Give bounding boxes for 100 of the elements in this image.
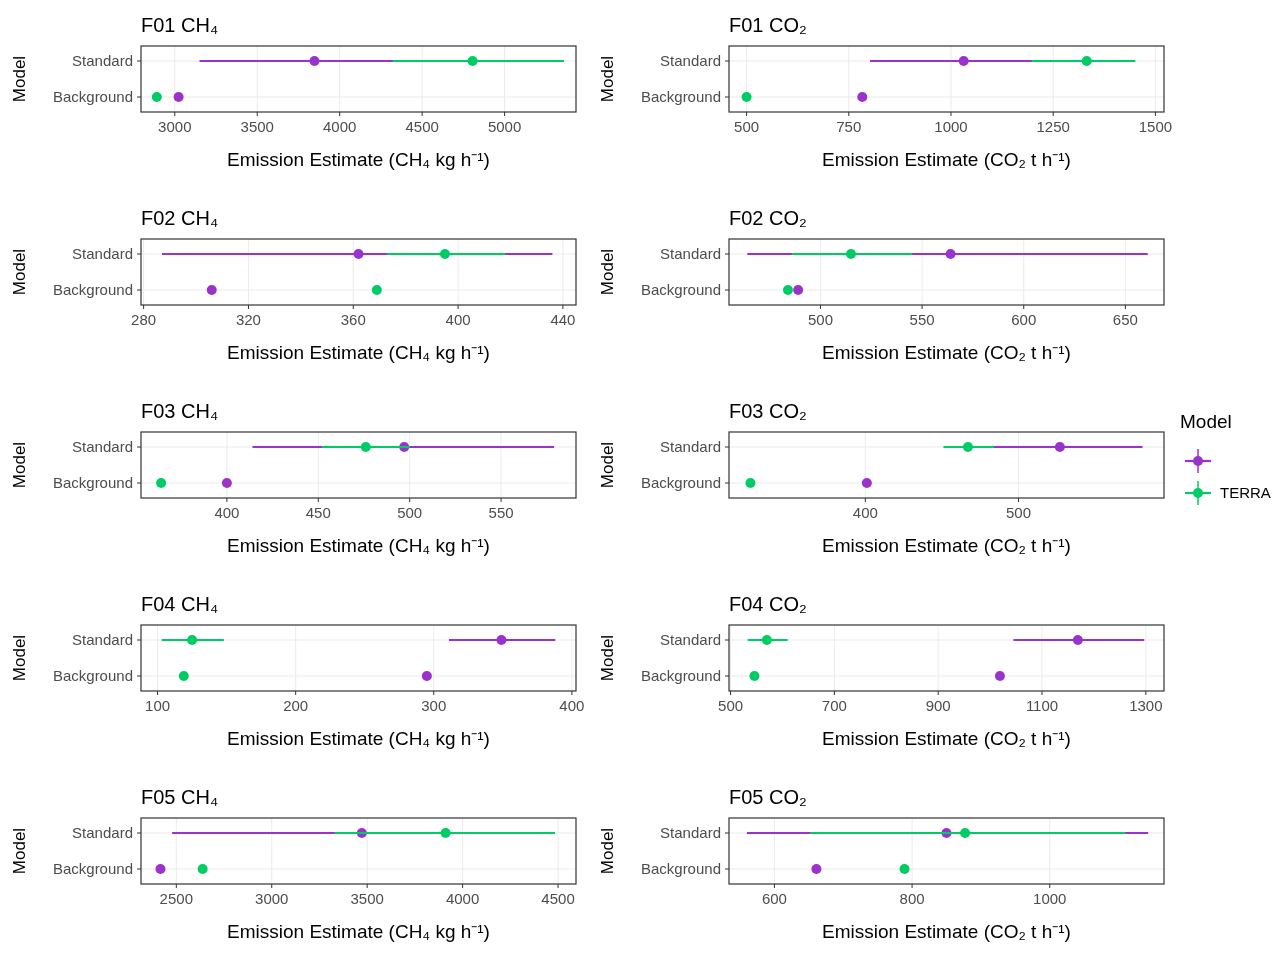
point (745, 478, 756, 488)
y-axis-title: Model (598, 441, 617, 489)
legend-title: Model (1180, 411, 1232, 432)
x-axis-title: Emission Estimate (CO₂ t h⁻¹) (822, 149, 1071, 170)
y-tick-label: Background (640, 860, 721, 877)
x-tick-label: 550 (488, 504, 514, 521)
y-tick-label: Background (640, 474, 721, 491)
point (421, 671, 432, 681)
point (793, 285, 804, 295)
point (899, 864, 910, 874)
x-tick-label: 600 (1011, 311, 1037, 328)
x-tick-label: 500 (397, 504, 423, 521)
point (187, 635, 198, 645)
point (994, 671, 1005, 681)
x-tick-label: 700 (821, 697, 847, 714)
point (151, 92, 162, 102)
y-tick-label: Background (640, 88, 721, 105)
x-tick-label: 4500 (405, 118, 439, 135)
x-axis-title: Emission Estimate (CO₂ t h⁻¹) (822, 921, 1071, 942)
x-tick-label: 280 (131, 311, 157, 328)
point (155, 864, 166, 874)
y-tick-label: Standard (660, 631, 721, 648)
point (173, 92, 184, 102)
y-axis-title: Model (598, 634, 617, 682)
y-tick-label: Background (52, 667, 133, 684)
x-tick-label: 200 (283, 697, 309, 714)
point (439, 249, 450, 259)
y-tick-label: Background (52, 474, 133, 491)
point (1054, 442, 1065, 452)
x-tick-label: 400 (214, 504, 240, 521)
x-tick-label: 650 (1112, 311, 1138, 328)
point (958, 56, 969, 66)
y-axis-title: Model (10, 441, 29, 489)
y-tick-label: Standard (72, 631, 133, 648)
x-axis-title: Emission Estimate (CH₄ kg h⁻¹) (227, 535, 490, 556)
point (782, 285, 793, 295)
point (360, 442, 371, 452)
x-tick-label: 3500 (240, 118, 274, 135)
x-tick-label: 800 (899, 890, 925, 907)
y-axis-title: Model (10, 634, 29, 682)
x-tick-label: 440 (550, 311, 576, 328)
point (206, 285, 217, 295)
y-tick-label: Standard (72, 245, 133, 262)
chart-title: F03 CH₄ (141, 400, 219, 422)
x-tick-label: 400 (559, 697, 585, 714)
point (496, 635, 507, 645)
y-tick-label: Standard (660, 824, 721, 841)
x-tick-label: 400 (852, 504, 878, 521)
x-tick-label: 400 (445, 311, 471, 328)
y-tick-label: Standard (72, 438, 133, 455)
chart-title: F01 CH₄ (141, 14, 219, 36)
x-tick-label: 1000 (934, 118, 968, 135)
y-axis-title: Model (10, 55, 29, 103)
y-tick-label: Background (52, 860, 133, 877)
point (156, 478, 167, 488)
y-tick-label: Background (52, 281, 133, 298)
point (440, 828, 451, 838)
point (197, 864, 208, 874)
x-tick-label: 450 (305, 504, 331, 521)
y-axis-title: Model (598, 248, 617, 296)
point (945, 249, 956, 259)
x-tick-label: 1000 (1033, 890, 1067, 907)
x-tick-label: 3000 (255, 890, 289, 907)
x-tick-label: 3500 (350, 890, 384, 907)
x-tick-label: 3000 (158, 118, 192, 135)
chart-title: F04 CO₂ (729, 593, 807, 615)
point (749, 671, 760, 681)
x-tick-label: 500 (1005, 504, 1032, 521)
x-axis-title: Emission Estimate (CH₄ kg h⁻¹) (227, 921, 490, 942)
x-tick-label: 1100 (1025, 697, 1059, 714)
y-tick-label: Standard (660, 245, 721, 262)
point (221, 478, 232, 488)
chart-title: F02 CO₂ (729, 207, 807, 229)
chart-title: F04 CH₄ (141, 593, 219, 615)
x-axis-title: Emission Estimate (CO₂ t h⁻¹) (822, 342, 1071, 363)
point (962, 442, 973, 452)
x-tick-label: 1300 (1129, 697, 1163, 714)
chart-title: F05 CO₂ (729, 786, 807, 808)
x-tick-label: 1250 (1036, 118, 1070, 135)
x-tick-label: 500 (807, 311, 833, 328)
point (857, 92, 868, 102)
y-axis-title: Model (598, 55, 617, 103)
y-tick-label: Standard (72, 824, 133, 841)
point (309, 56, 320, 66)
y-tick-label: Background (52, 88, 133, 105)
x-tick-label: 550 (909, 311, 935, 328)
x-tick-label: 900 (925, 697, 951, 714)
point (861, 478, 872, 488)
chart-title: F02 CH₄ (141, 207, 219, 229)
y-axis-title: Model (10, 827, 29, 875)
x-axis-title: Emission Estimate (CO₂ t h⁻¹) (822, 728, 1071, 749)
y-tick-label: Standard (660, 438, 721, 455)
y-axis-title: Model (10, 248, 29, 296)
point (371, 285, 382, 295)
y-axis-title: Model (598, 827, 617, 875)
x-tick-label: 320 (235, 311, 261, 328)
x-axis-title: Emission Estimate (CO₂ t h⁻¹) (822, 535, 1071, 556)
x-tick-label: 4000 (445, 890, 480, 907)
x-tick-label: 600 (761, 890, 787, 907)
x-axis-title: Emission Estimate (CH₄ kg h⁻¹) (227, 728, 490, 749)
